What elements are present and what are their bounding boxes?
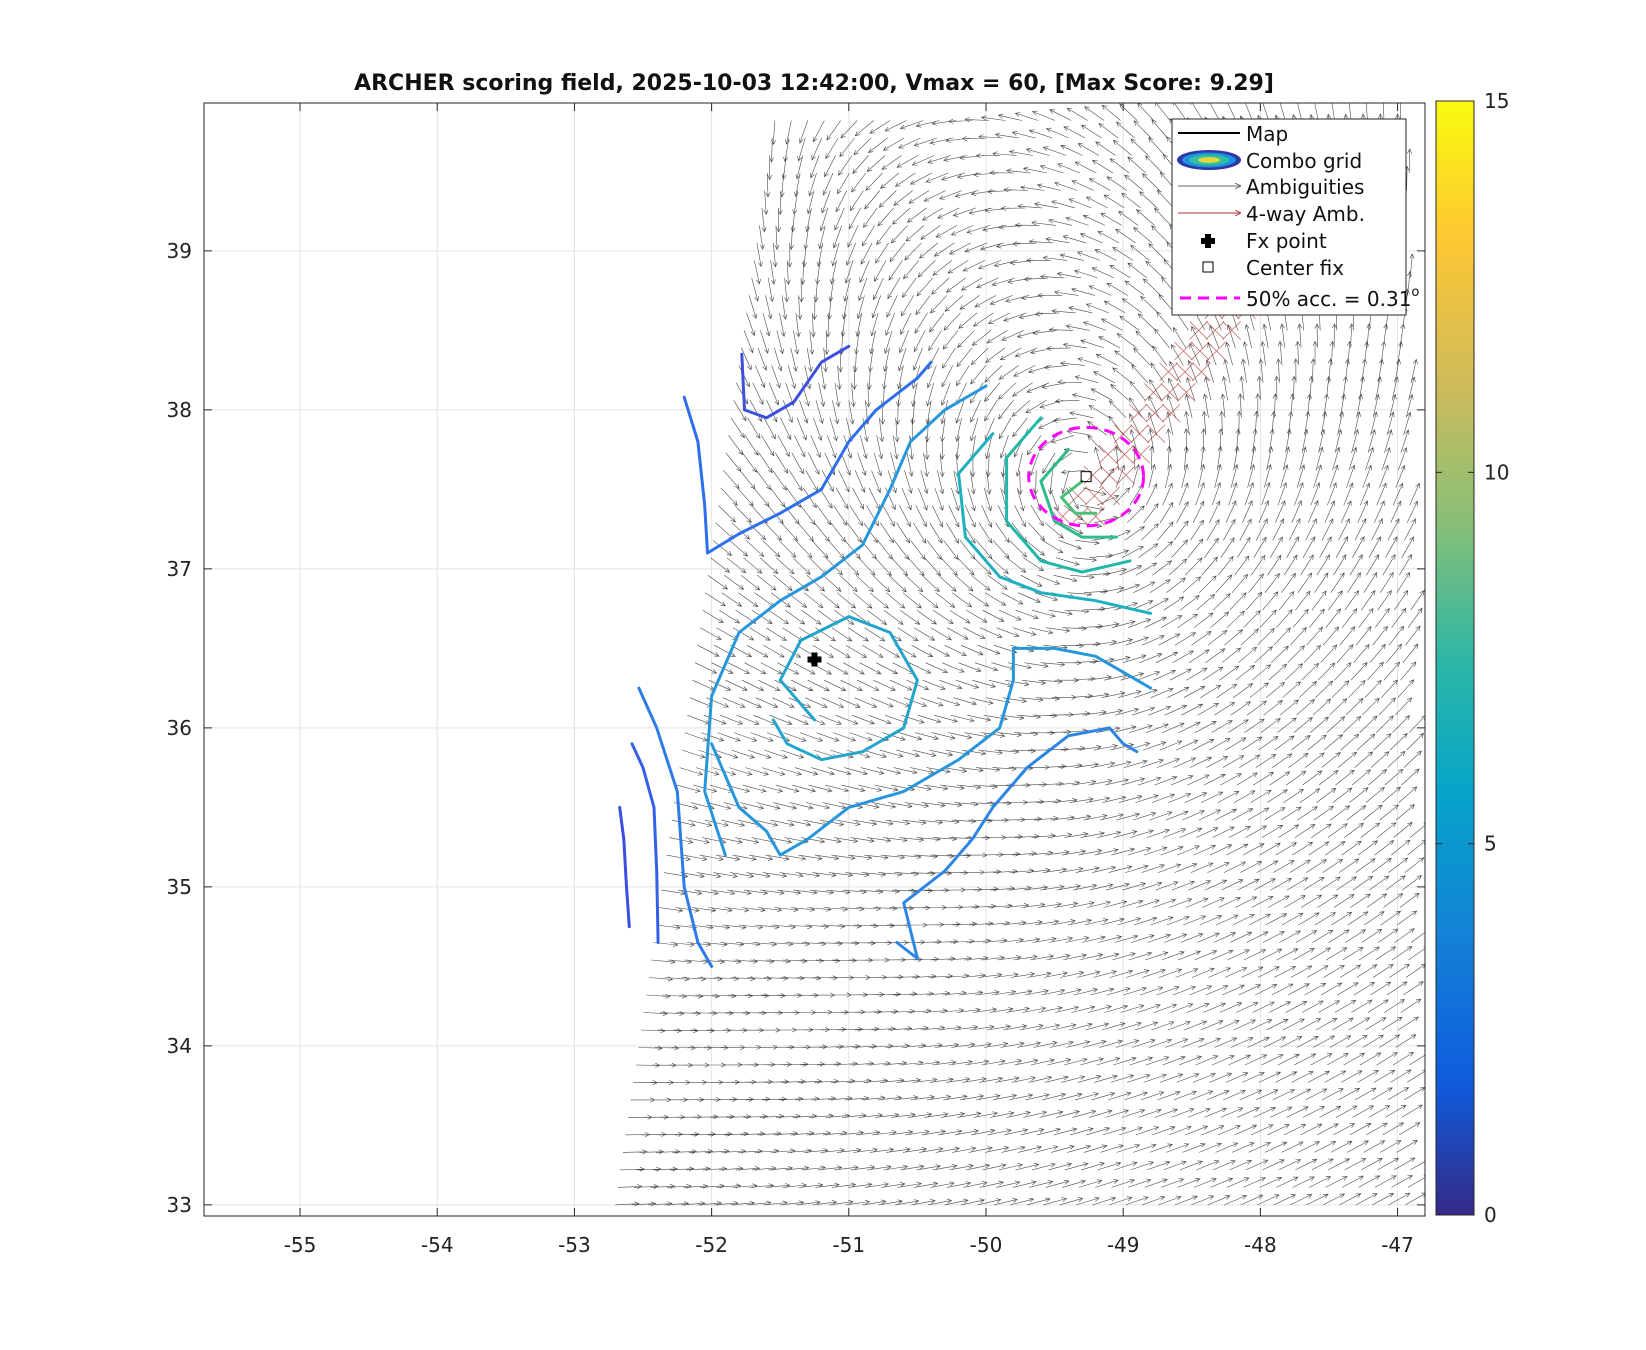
legend-4way-label: 4-way Amb. xyxy=(1246,202,1365,226)
fix-markers xyxy=(807,425,1146,667)
colorbar-tick-label: 0 xyxy=(1484,1203,1497,1227)
fx-point-marker xyxy=(807,652,822,667)
score-contour xyxy=(740,344,851,420)
legend: Map Combo grid Ambiguities 4-way Amb. Fx… xyxy=(1171,118,1419,316)
center-fix-marker xyxy=(1080,471,1092,483)
colorbar-tick-label: 5 xyxy=(1484,832,1497,856)
legend-fx-label: Fx point xyxy=(1246,229,1327,253)
legend-center-fix-label: Center fix xyxy=(1246,256,1344,280)
score-contour xyxy=(630,742,660,944)
legend-combo-label: Combo grid xyxy=(1246,149,1362,173)
x-tick-label: -48 xyxy=(1244,1233,1277,1257)
ambiguity-vectors xyxy=(615,103,1425,1207)
score-contours xyxy=(618,344,1153,968)
colorbar-tick-label: 15 xyxy=(1484,89,1509,113)
legend-accuracy-text: 50% acc. = 0.31 xyxy=(1246,287,1411,311)
x-tick-label: -53 xyxy=(558,1233,591,1257)
x-tick-label: -47 xyxy=(1381,1233,1414,1257)
legend-map-label: Map xyxy=(1246,122,1288,146)
legend-ambiguities-label: Ambiguities xyxy=(1246,175,1364,199)
score-contour xyxy=(682,360,933,555)
chart-title: ARCHER scoring field, 2025-10-03 12:42:0… xyxy=(354,71,1274,96)
score-contour xyxy=(618,805,631,929)
x-tick-label: -52 xyxy=(695,1233,728,1257)
colorbar-ticks: 0 5 10 15 xyxy=(1436,89,1509,1227)
colorbar-tick-label: 10 xyxy=(1484,460,1509,484)
ambiguity-arrows xyxy=(615,103,1425,1207)
legend-accuracy-degree: o xyxy=(1411,285,1419,300)
y-tick-label: 33 xyxy=(167,1193,192,1217)
x-axis-ticks: -55 -54 -53 -52 -51 -50 -49 -48 -47 xyxy=(284,103,1414,1257)
x-tick-label: -49 xyxy=(1107,1233,1140,1257)
score-contour xyxy=(895,726,1139,960)
x-tick-label: -51 xyxy=(832,1233,865,1257)
score-contour xyxy=(703,384,988,857)
legend-fx-point-icon xyxy=(1201,234,1215,248)
y-tick-label: 36 xyxy=(167,716,192,740)
legend-combo-swatch xyxy=(1177,150,1241,170)
score-contour xyxy=(1005,416,1132,574)
y-tick-label: 35 xyxy=(167,875,192,899)
colorbar: 0 5 10 15 xyxy=(1435,89,1509,1227)
x-tick-label: -54 xyxy=(421,1233,454,1257)
legend-accuracy-label: 50% acc. = 0.31o xyxy=(1246,285,1419,311)
y-tick-label: 34 xyxy=(167,1034,192,1058)
x-tick-label: -50 xyxy=(970,1233,1003,1257)
legend-center-fix-icon xyxy=(1202,261,1214,273)
colorbar-gradient xyxy=(1435,100,1475,1216)
score-contour xyxy=(771,615,919,762)
accuracy-circle xyxy=(1027,425,1146,528)
score-contour xyxy=(957,432,1153,615)
score-contour xyxy=(1039,448,1118,539)
x-tick-label: -55 xyxy=(284,1233,317,1257)
y-tick-label: 38 xyxy=(167,398,192,422)
y-tick-label: 39 xyxy=(167,239,192,263)
score-contour xyxy=(710,646,1153,857)
y-axis-ticks: 33 34 35 36 37 38 39 xyxy=(167,239,1425,1217)
plot-frame xyxy=(203,102,1426,1217)
y-tick-label: 37 xyxy=(167,557,192,581)
score-contour xyxy=(1059,479,1098,515)
score-contour xyxy=(637,686,714,968)
